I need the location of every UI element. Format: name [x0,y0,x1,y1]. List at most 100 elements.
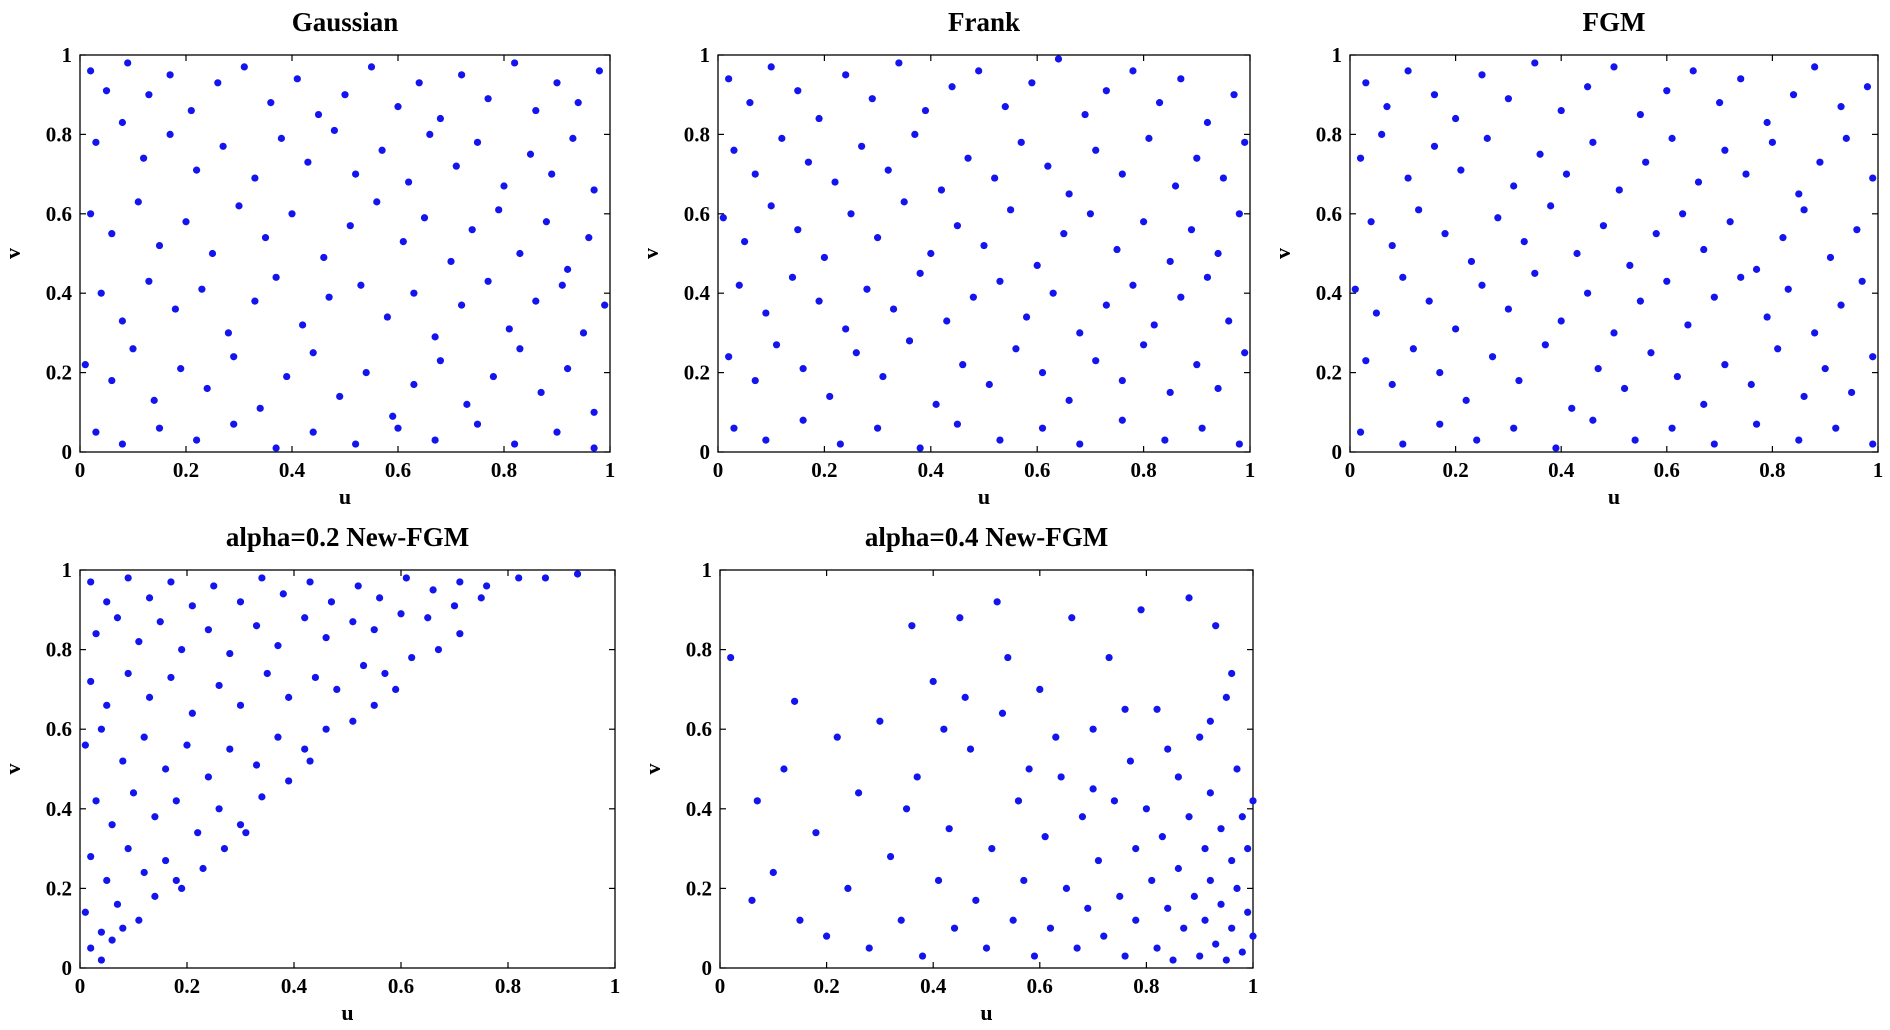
data-point [92,797,100,805]
y-axis-label: v [0,764,25,775]
y-tick-label: 0.6 [684,202,710,226]
data-point [1020,876,1028,885]
data-point [145,91,153,99]
data-point [267,99,275,107]
data-point [879,372,887,381]
data-point [373,198,381,206]
data-point [119,757,127,765]
data-point [1679,210,1687,218]
data-point [1415,206,1423,214]
data-point [985,380,993,389]
data-point [456,630,464,638]
data-point [1504,305,1512,313]
data-point [1436,420,1444,428]
data-point [725,75,733,83]
y-tick-label: 0 [62,956,73,980]
chart-title: Gaussian [292,7,399,37]
data-point [1196,952,1204,960]
data-point [1853,226,1861,234]
data-point [447,257,455,266]
data-point [902,805,911,813]
data-point [1164,745,1172,753]
data-point [309,428,317,436]
data-point [940,725,948,733]
data-point [1452,114,1460,123]
data-point [1007,206,1015,214]
data-point [1795,190,1803,198]
data-point [156,618,164,626]
data-point [908,622,916,630]
data-point [370,701,378,709]
data-point [1203,118,1212,127]
y-tick-label: 0 [700,440,711,464]
data-point [1233,884,1241,893]
data-point [87,852,95,861]
data-point [595,67,604,75]
data-point [1620,384,1629,393]
data-point [1017,138,1025,146]
plot-frame [79,54,611,453]
data-point [1668,134,1676,142]
data-point [314,110,323,119]
data-point [220,845,229,853]
data-point [1589,138,1597,146]
data-point [1388,241,1396,250]
data-point [236,701,245,709]
data-point [1573,249,1581,258]
data-point [1228,856,1236,865]
data-point [1356,154,1365,162]
data-point [193,436,201,444]
data-point [349,618,357,626]
x-tick-label: 0.8 [495,974,521,998]
data-point [799,365,807,373]
data-point [285,693,293,701]
data-point [230,420,238,428]
data-point [1752,265,1761,273]
data-point [1228,924,1236,932]
data-point [1615,186,1623,194]
data-point [349,717,357,725]
data-point [794,226,802,234]
data-point [219,142,227,150]
data-point [251,297,259,305]
data-point [905,337,914,345]
data-point [1164,904,1172,912]
data-point [1052,733,1060,741]
data-point [118,118,126,127]
data-point [495,206,503,214]
data-point [1763,118,1771,127]
data-point [1081,110,1089,119]
data-point [178,646,186,654]
data-point [1652,230,1660,238]
data-point [1478,281,1486,289]
data-point [791,697,799,705]
data-point [1036,685,1044,694]
data-point [1510,424,1518,432]
data-point [1816,158,1824,166]
data-point [1214,249,1222,258]
x-tick-label: 0.6 [385,458,411,482]
data-point [815,297,823,305]
data-point [187,106,195,115]
data-point [921,106,930,115]
data-point [1212,940,1220,948]
data-point [1842,134,1850,142]
data-point [918,952,927,960]
data-point [103,598,111,606]
data-point [516,345,524,353]
data-point [473,138,482,146]
data-point [953,420,962,428]
data-point [463,400,471,408]
x-tick-label: 0.4 [918,458,945,482]
data-point [1206,876,1214,885]
data-point [155,241,164,250]
data-point [399,237,407,246]
data-point [293,75,301,83]
data-point [868,95,876,103]
data-point [1430,91,1439,99]
data-point [1225,317,1233,325]
data-point [279,590,287,598]
data-point [236,821,245,829]
data-point [1747,380,1755,389]
data-point [836,440,844,448]
